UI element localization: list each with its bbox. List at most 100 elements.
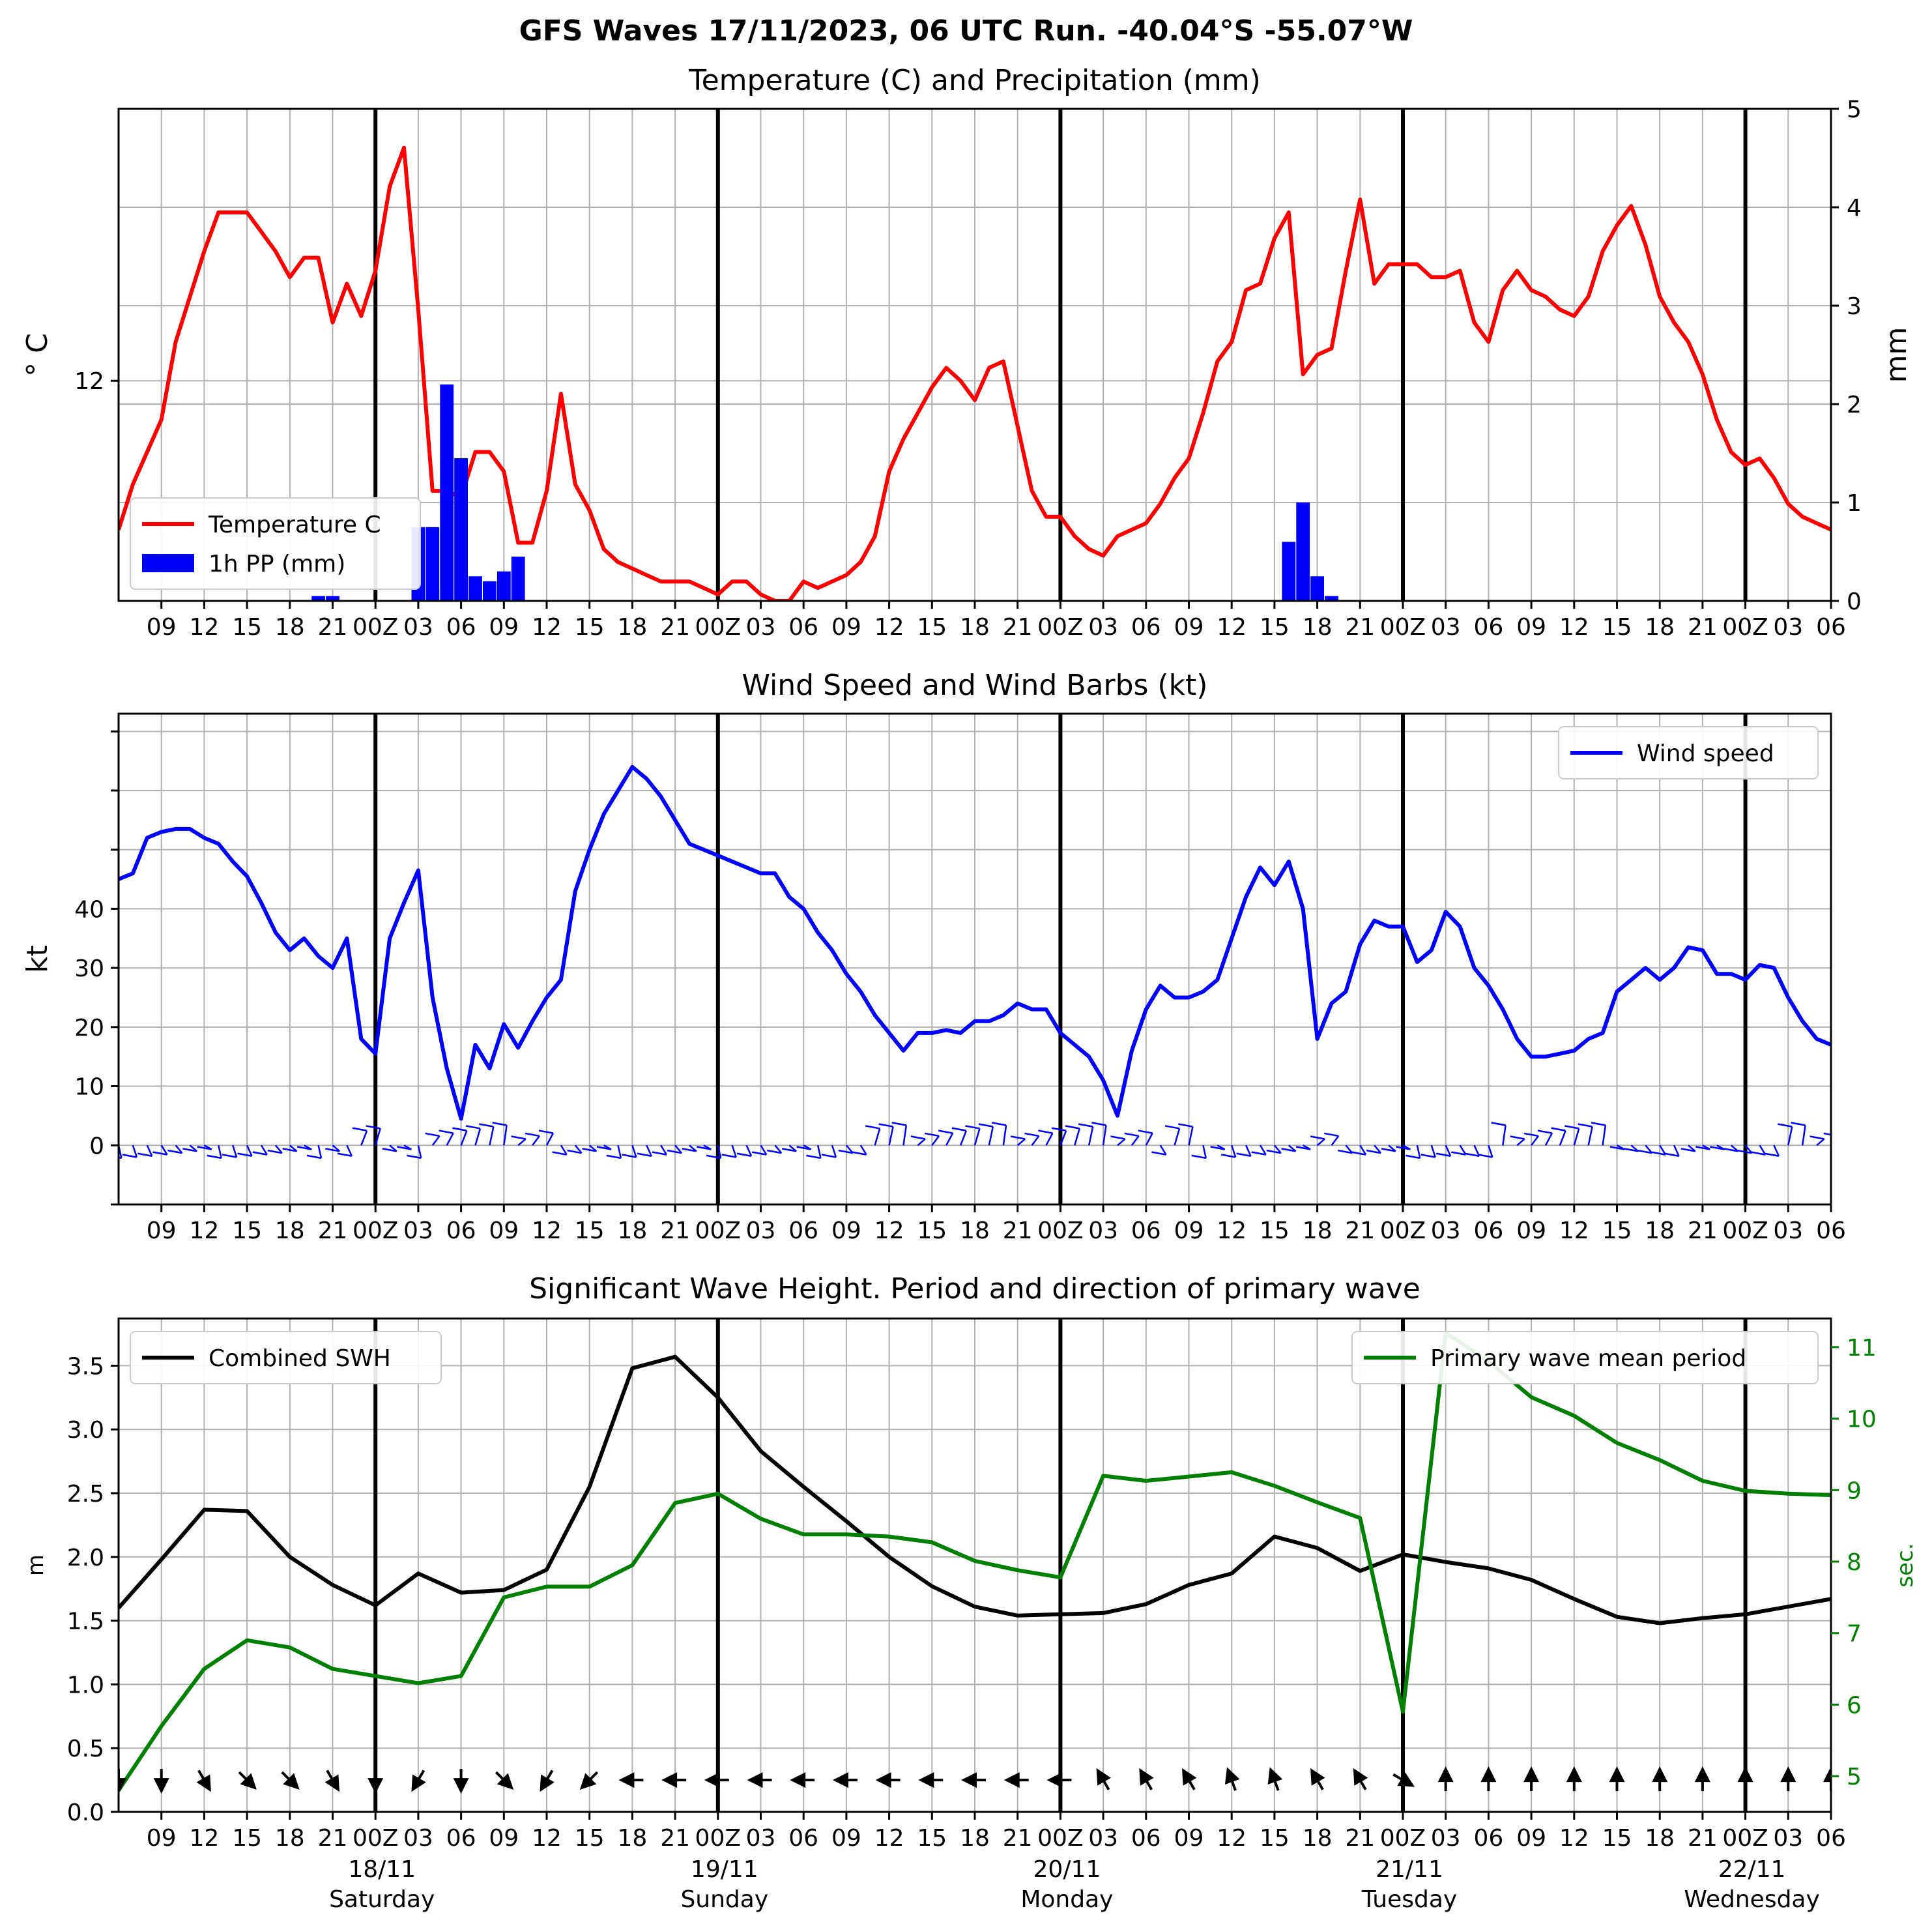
- wind-barb-flag: [1191, 1154, 1206, 1159]
- wind-barb-flag: [325, 1148, 340, 1152]
- wave-direction-arrowhead: [540, 1774, 555, 1792]
- x-tick-label: 06: [1816, 614, 1846, 641]
- x-tick-label: 21: [318, 1825, 348, 1852]
- wind-barb-flag: [1236, 1152, 1251, 1157]
- wind-barb-flag: [1523, 1132, 1539, 1137]
- x-tick-label: 18: [1303, 1825, 1333, 1852]
- wind-barb-flag: [267, 1149, 283, 1154]
- wind-barb: [1816, 1138, 1825, 1146]
- wind-barb: [760, 1144, 768, 1156]
- wind-barb-flag: [1491, 1122, 1506, 1126]
- wind-barb-flag: [596, 1146, 612, 1150]
- x-tick-label: 00Z: [695, 1217, 741, 1244]
- wind-barb: [1202, 1145, 1207, 1159]
- wave-direction-arrowhead: [579, 1773, 597, 1790]
- precip-bar: [311, 596, 326, 601]
- wind-barb-flag: [452, 1127, 467, 1132]
- wind-barb: [417, 1145, 422, 1159]
- x-tick-label: 12: [532, 1825, 562, 1852]
- wave-direction-arrowhead: [1224, 1767, 1240, 1785]
- x-tick-label: 09: [147, 1825, 177, 1852]
- x-tick-label: 03: [1431, 614, 1461, 641]
- x-tick-label: 06: [1131, 1825, 1161, 1852]
- y-right-tick-label: 8: [1847, 1549, 1862, 1576]
- wind-barb-flag: [137, 1152, 152, 1157]
- wind-barb: [1316, 1138, 1325, 1146]
- wind-barb-flag: [951, 1127, 967, 1132]
- x-tick-label: 21: [660, 1217, 690, 1244]
- wind-barb-flag: [306, 1154, 322, 1159]
- wind-barb-flag: [538, 1130, 554, 1134]
- wind-barb: [346, 1144, 353, 1157]
- wind-barb-flag: [1220, 1154, 1236, 1158]
- wind-barb: [1102, 1125, 1107, 1146]
- wind-barb: [646, 1144, 652, 1157]
- page-title: GFS Waves 17/11/2023, 06 UTC Run. -40.04…: [519, 14, 1413, 48]
- wind-barb-flag: [1809, 1135, 1824, 1140]
- wind-barb-flag: [1680, 1148, 1696, 1152]
- x-tick-label: 18: [275, 614, 305, 641]
- wind-barb-flag: [479, 1123, 494, 1128]
- wind-barb-flag: [1078, 1123, 1093, 1128]
- wind-barb-flag: [852, 1151, 867, 1156]
- legend-temperature: Temperature C 1h PP (mm): [130, 497, 421, 590]
- wind-barb: [146, 1144, 153, 1157]
- wind-barb-flag: [552, 1151, 567, 1156]
- wind-barb: [1573, 1128, 1580, 1146]
- y-tick-label: 0: [89, 1133, 104, 1159]
- x-tick-label: 15: [575, 614, 605, 641]
- x-tick-label: 15: [232, 1217, 262, 1244]
- wave-direction-arrowhead: [875, 1772, 891, 1788]
- wind-barb: [1088, 1126, 1094, 1146]
- wind-barb: [374, 1128, 381, 1146]
- x-tick-label: 09: [489, 1825, 519, 1852]
- wind-barb-flag: [511, 1135, 526, 1140]
- wind-barb: [532, 1135, 540, 1146]
- y-right-tick-label: 9: [1847, 1478, 1862, 1504]
- wind-barb: [617, 1145, 622, 1159]
- wind-barb: [1645, 1144, 1653, 1154]
- x-tick-label: 00Z: [1722, 614, 1768, 641]
- wave-direction-arrowhead: [1780, 1766, 1796, 1783]
- wind-barb-flag: [1281, 1148, 1296, 1152]
- precip-bar: [1310, 576, 1325, 601]
- x-tick-label: 06: [1473, 1825, 1503, 1852]
- wind-barb-flag: [622, 1154, 637, 1158]
- wind-barb: [446, 1133, 454, 1146]
- wind-barb-flag: [1251, 1151, 1267, 1156]
- x-tick-label: 21: [318, 614, 348, 641]
- y-right-tick-label: 1: [1847, 490, 1862, 517]
- x-tick-label: 12: [189, 614, 219, 641]
- wind-barb: [274, 1144, 283, 1154]
- x-tick-label: 06: [1816, 1825, 1846, 1852]
- x-tick-label: 06: [446, 614, 476, 641]
- wind-barb: [260, 1144, 268, 1156]
- wind-barb-flag: [1310, 1135, 1325, 1140]
- wind-barb-flag: [1381, 1148, 1396, 1152]
- wind-barb-flag: [1091, 1122, 1106, 1126]
- x-tick-label: 21: [1003, 1825, 1033, 1852]
- wind-barb-flag: [1266, 1149, 1282, 1154]
- wind-barb-flag: [1778, 1123, 1793, 1128]
- x-tick-label: 18: [1303, 614, 1333, 641]
- day-weekday-label: Wednesday: [1684, 1886, 1819, 1913]
- precip-bar: [454, 458, 469, 601]
- wind-barb: [1516, 1138, 1525, 1146]
- wind-barb-flag: [1295, 1146, 1311, 1150]
- x-tick-label: 00Z: [353, 1217, 398, 1244]
- panel-title: Significant Wave Height. Period and dire…: [529, 1272, 1420, 1305]
- wind-barb-flag: [667, 1149, 682, 1154]
- x-tick-label: 15: [1260, 1217, 1290, 1244]
- legend-box: [1558, 726, 1819, 780]
- x-tick-label: 18: [1303, 1217, 1333, 1244]
- wind-barb: [917, 1138, 926, 1146]
- x-tick-label: 00Z: [1037, 614, 1083, 641]
- wave-direction-arrowhead: [832, 1772, 848, 1788]
- wave-direction-arrowhead: [661, 1772, 678, 1788]
- wind-barb-flag: [938, 1130, 953, 1134]
- y-right-tick-label: 7: [1847, 1621, 1862, 1648]
- wind-barb: [988, 1126, 994, 1146]
- x-tick-label: 06: [788, 1217, 818, 1244]
- wind-barb-flag: [1664, 1152, 1679, 1157]
- wave-direction-arrowhead: [324, 1774, 339, 1792]
